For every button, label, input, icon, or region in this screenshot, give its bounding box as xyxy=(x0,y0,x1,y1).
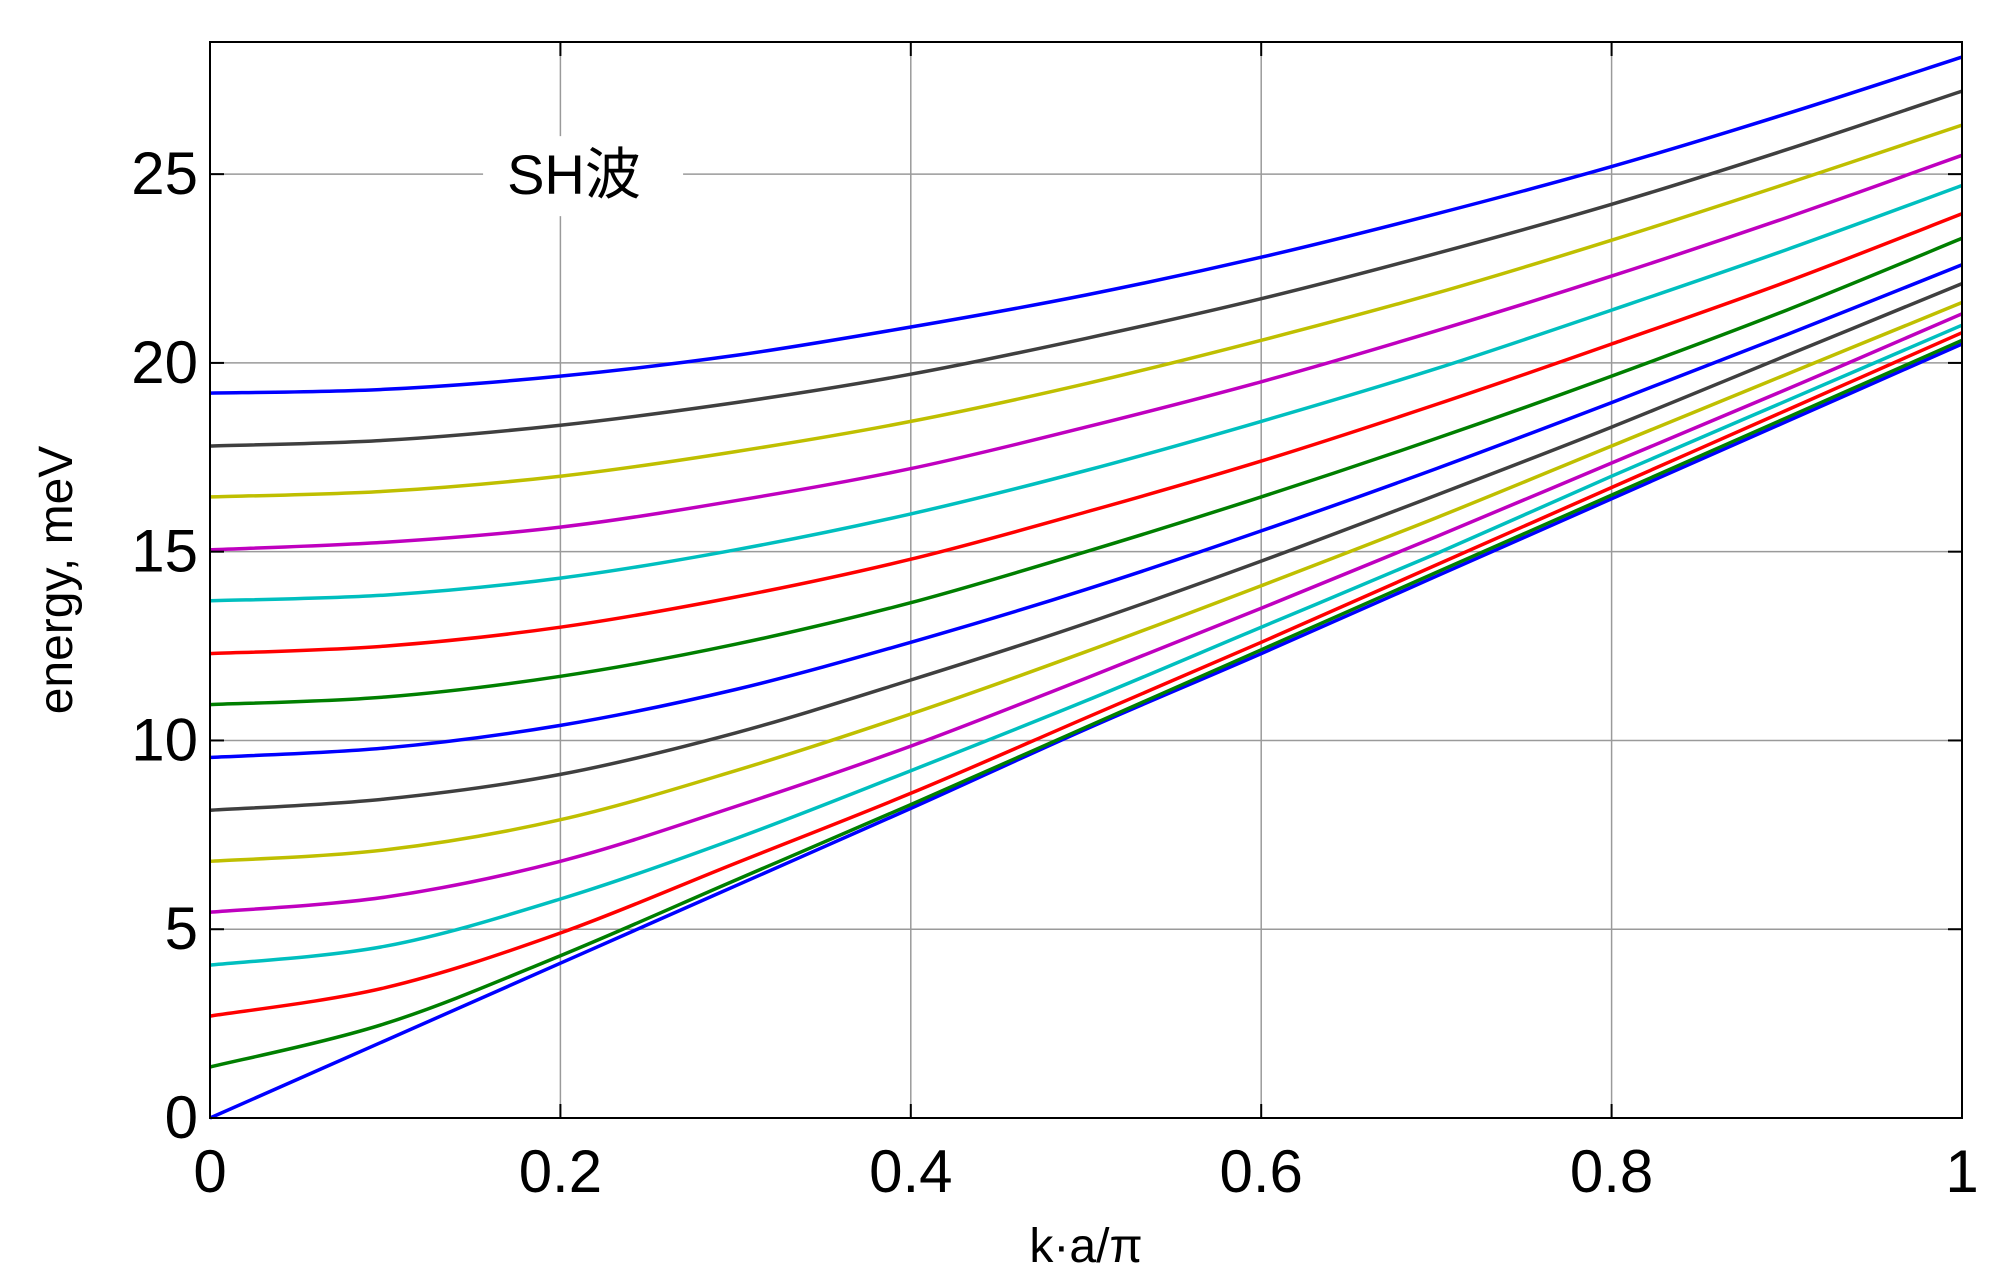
y-tick-label: 25 xyxy=(131,140,198,207)
series-line-14 xyxy=(209,89,1963,448)
annotation-label: SH波 xyxy=(507,143,641,206)
grid-lines xyxy=(210,42,1962,1118)
annotation-group: SH波 xyxy=(483,136,684,217)
plot-frame xyxy=(209,41,1963,1119)
series-line-12 xyxy=(209,153,1963,552)
y-axis-label: energy, meV xyxy=(30,446,83,715)
x-tick-label: 0.6 xyxy=(1219,1138,1302,1205)
series-line-9 xyxy=(209,236,1963,707)
series-line-4 xyxy=(209,323,1963,967)
x-tick-label: 0 xyxy=(193,1138,226,1205)
series-lines xyxy=(209,55,1963,1120)
y-tick-label: 20 xyxy=(131,329,198,396)
x-tick-label: 0.4 xyxy=(869,1138,952,1205)
series-line-2 xyxy=(209,338,1963,1069)
annotation-background xyxy=(483,136,684,217)
series-line-15 xyxy=(209,55,1963,395)
series-line-3 xyxy=(209,331,1963,1018)
series-line-1 xyxy=(209,342,1963,1120)
y-tick-label: 5 xyxy=(165,895,198,962)
series-line-6 xyxy=(209,300,1963,864)
series-line-10 xyxy=(209,212,1963,656)
x-axis-label: k·a/π xyxy=(1029,1220,1142,1273)
y-tick-label: 10 xyxy=(131,706,198,773)
series-line-5 xyxy=(209,312,1963,914)
y-tick-label: 0 xyxy=(165,1084,198,1151)
x-tick-label: 1 xyxy=(1945,1138,1978,1205)
y-tick-label: 15 xyxy=(131,518,198,585)
x-tick-label: 0.8 xyxy=(1570,1138,1653,1205)
series-line-11 xyxy=(209,183,1963,603)
series-line-7 xyxy=(209,281,1963,813)
series-line-8 xyxy=(209,263,1963,760)
series-line-13 xyxy=(209,123,1963,499)
x-tick-label: 0.2 xyxy=(519,1138,602,1205)
